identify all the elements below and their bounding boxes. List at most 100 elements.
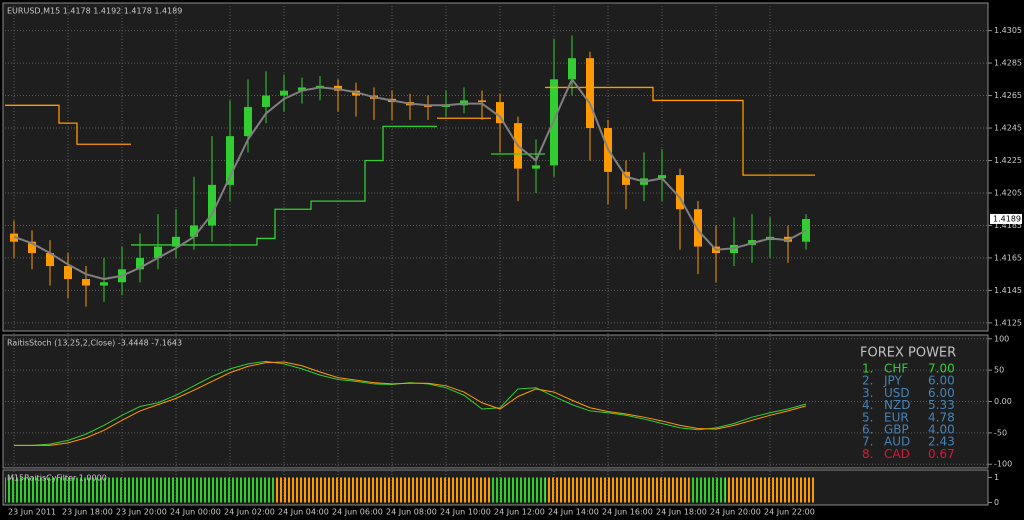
- moving-average: [13, 77, 807, 281]
- filter-bar: [545, 477, 563, 503]
- filter-bar: [383, 477, 401, 503]
- filter-bar: [743, 477, 761, 503]
- x-tick-label: 24 Jun 14:00: [548, 508, 599, 517]
- x-tick-label: 24 Jun 16:00: [602, 508, 653, 517]
- filter-bar: [203, 477, 221, 503]
- x-tick-label: 24 Jun 06:00: [332, 508, 383, 517]
- candle-body: [46, 253, 54, 267]
- filter-bar: [419, 477, 437, 503]
- x-tick-label: 24 Jun 10:00: [440, 508, 491, 517]
- filter-bar: [257, 477, 275, 503]
- filter-bar: [329, 477, 347, 503]
- x-tick-label: 24 Jun 04:00: [278, 508, 329, 517]
- filter-bar: [23, 477, 41, 503]
- y-tick-label: 1.4145: [994, 286, 1022, 295]
- filter-bar: [725, 477, 743, 503]
- x-tick-label: 23 Jun 2011: [8, 508, 56, 517]
- filter-bar: [761, 477, 779, 503]
- last-price: 1.4189: [993, 214, 1021, 223]
- panel-title: M15RaitisCyFilter 1.0000: [7, 474, 107, 483]
- power-value: 0.67: [928, 447, 955, 461]
- power-value: 5.33: [928, 398, 955, 412]
- filter-bar: [689, 477, 707, 503]
- candle-body: [172, 236, 180, 247]
- filter-bar: [671, 477, 689, 503]
- x-tick-label: 24 Jun 02:00: [224, 508, 275, 517]
- y-tick-label: 0.00: [994, 397, 1012, 406]
- candle-body: [532, 165, 540, 169]
- candle-body: [244, 106, 252, 137]
- filter-bar: [59, 477, 77, 503]
- currency: JPY: [883, 374, 903, 388]
- filter-bar: [527, 477, 545, 503]
- filter-bar: [437, 477, 455, 503]
- currency: CAD: [884, 447, 910, 461]
- main-panel: [2, 2, 989, 332]
- x-tick-label: 23 Jun 20:00: [116, 508, 167, 517]
- filter-bar: [347, 477, 365, 503]
- filter-bar: [131, 477, 149, 503]
- stoch-line: [14, 360, 807, 446]
- last-price-box: [990, 213, 1022, 224]
- stoch-panel: [2, 334, 989, 469]
- rank: 7.: [862, 435, 873, 449]
- y-tick-label: 1.4305: [994, 26, 1022, 35]
- filter-bar: [455, 477, 473, 503]
- candle-body: [298, 87, 306, 91]
- y-tick-label: 1.4125: [994, 318, 1022, 327]
- x-tick-label: 24 Jun 12:00: [494, 508, 545, 517]
- candle-body: [136, 257, 144, 270]
- rank: 8.: [862, 447, 873, 461]
- filter-bar: [41, 477, 59, 503]
- filter-bar: [635, 477, 653, 503]
- power-value: 6.00: [928, 374, 955, 388]
- filter-bar: [95, 477, 113, 503]
- candle-body: [226, 136, 234, 185]
- candle-body: [82, 279, 90, 286]
- filter-bar: [581, 477, 599, 503]
- y-tick-label: 0: [994, 498, 999, 507]
- filter-bar: [617, 477, 635, 503]
- filter-bar: [239, 477, 257, 503]
- y-tick-label: 1.4225: [994, 156, 1022, 165]
- candle-body: [208, 184, 216, 226]
- panel-title: EURUSD,M15 1.4178 1.4192 1.4178 1.4189: [7, 7, 182, 16]
- filter-bar: [365, 477, 383, 503]
- filter-bar: [113, 477, 131, 503]
- filter-bar: [653, 477, 671, 503]
- filter-bar: [185, 477, 203, 503]
- x-tick-label: 23 Jun 18:00: [62, 508, 113, 517]
- currency: USD: [884, 386, 910, 400]
- filter-bar: [167, 477, 185, 503]
- currency: EUR: [884, 410, 909, 424]
- filter-bar: [491, 477, 509, 503]
- candle-body: [190, 225, 198, 237]
- power-value: 7.00: [928, 362, 955, 376]
- filter-bar: [149, 477, 167, 503]
- candle-body: [28, 241, 36, 254]
- candle-body: [622, 171, 630, 185]
- stop-line: [545, 86, 815, 176]
- rank: 1.: [862, 362, 873, 376]
- filter-bar: [293, 477, 311, 503]
- candle-body: [154, 246, 162, 258]
- candle-body: [100, 282, 108, 286]
- candle-body: [496, 102, 504, 124]
- stop-line: [131, 125, 437, 246]
- x-tick-label: 24 Jun 18:00: [656, 508, 707, 517]
- y-tick-label: 1.4205: [994, 188, 1022, 197]
- candle-body: [658, 175, 666, 179]
- filter-bar: [5, 477, 23, 503]
- filter-bar: [473, 477, 491, 503]
- y-tick-label: 1.4245: [994, 124, 1022, 133]
- currency: NZD: [884, 398, 910, 412]
- candle-body: [262, 95, 270, 107]
- y-tick-label: 1: [994, 473, 999, 482]
- rank: 3.: [862, 386, 873, 400]
- filter-bar: [221, 477, 239, 503]
- forex-power-title: FOREX POWER: [860, 346, 956, 361]
- power-value: 4.78: [928, 410, 955, 424]
- rank: 5.: [862, 410, 873, 424]
